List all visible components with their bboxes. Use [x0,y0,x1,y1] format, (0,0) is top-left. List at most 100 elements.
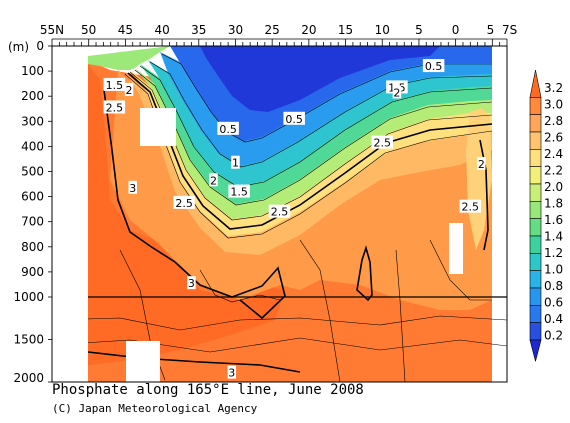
contour-label: 1.5 [230,186,248,199]
contour-label-bg [459,199,482,213]
colorbar-segment [529,183,542,202]
lat-tick-label: 20 [301,23,316,37]
colorbar-segment [529,97,542,115]
depth-tick-label: 1500 [13,333,44,347]
field-dark-blue [200,46,440,112]
field-yellow [130,70,492,236]
contour-label: 1.5 [106,79,124,92]
contour-label: 3 [188,277,195,290]
contour-label: 2.5 [106,101,124,114]
contour-label: 3 [129,182,136,195]
colorbar-tick-label: 1.4 [544,230,563,244]
lat-tick-label: 5 [415,23,423,37]
contour-label: 2 [210,174,217,187]
contour-label-bg [209,173,218,187]
contour-label-bg [173,195,195,209]
colorbar-segment [529,166,542,185]
colorbar-segment [529,131,542,150]
missing-data-box [52,46,88,382]
lat-tick-label: 25 [265,23,280,37]
colorbar-tick-label: 0.6 [544,296,563,310]
contour-label-bg [103,100,126,114]
colorbar-tick-label: 0.8 [544,279,563,293]
lat-tick-label: 40 [154,23,169,37]
depth-tick-label: 900 [21,265,44,279]
contour-label-bg [371,135,393,149]
colorbar-tick-label: 3.2 [544,81,563,95]
plot-field [52,46,507,382]
depth-tick-label: 600 [21,190,44,204]
field-right-column [466,108,492,250]
depth-tick-label: 700 [21,215,44,229]
field-light-orange [125,72,492,255]
colorbar-tick-label: 1.8 [544,197,563,211]
colorbar-tick-label: 2.2 [544,164,563,178]
field-light-blue [160,52,492,166]
colorbar-tick-label: 1.6 [544,213,563,227]
chart-credit: (C) Japan Meteorological Agency [52,402,258,415]
lat-tick-label: 35 [191,23,206,37]
contour-label: 2.5 [271,206,289,219]
contour-label-bg [392,85,402,99]
contour-lines [52,53,507,382]
colorbar-segment [529,201,542,219]
colorbar-tick-label: 2.0 [544,180,563,194]
colorbar-segment [529,305,542,323]
contour-label: 2.5 [175,197,193,210]
lat-tick-label: 0 [452,23,460,37]
contour-label: 0.5 [285,113,303,126]
field-left-surface [88,46,170,70]
colorbar-segment [529,235,542,254]
contour-label: 2.5 [462,201,480,214]
contour-labels: 0.50.50.51.522.5121.52.52.53331.522.522.… [103,59,486,380]
contour-label: 0.5 [219,123,237,136]
missing-data-box [126,341,160,382]
contour-label-bg [268,204,291,218]
depth-tick-label: 1000 [13,290,44,304]
colorbar-segment [529,322,542,341]
contour-label-bg [128,180,137,194]
contour-label-bg [187,276,196,290]
colorbar-segment [529,69,542,98]
colorbar-tick-label: 1.0 [544,263,563,277]
chart-title: Phosphate along 165°E line, June 2008 [52,382,364,398]
contour-label: 0.5 [425,60,443,73]
lat-tick-label: 45 [118,23,133,37]
colorbar-segment [529,114,542,133]
contour-label-bg [227,365,237,379]
depth-tick-label: 200 [21,89,44,103]
depth-tick-label: 0 [36,39,44,53]
contour-label-bg [103,77,126,91]
colorbar-segment [529,270,542,289]
latitude-axis: 55N 50 45 40 35 30 25 20 15 10 5 0 5 7S [40,23,517,46]
depth-unit-label: (m) [8,40,29,54]
field-orange [110,70,492,310]
field-left-slab [88,64,285,365]
contour-label-bg [228,184,250,198]
missing-data-box [140,108,176,146]
lat-tick-label: 55N [40,23,64,37]
contour-label-bg [422,59,445,73]
contour-label-bg [283,111,305,125]
contour-label: 2.5 [373,137,391,150]
contour-label-bg [477,156,486,170]
colorbar-segment [529,149,542,167]
colorbar-segment [529,253,542,271]
depth-tick-label: 800 [21,240,44,254]
depth-tick-label: 500 [21,165,44,179]
lat-tick-label: 7S [502,23,517,37]
colorbar-tick-label: 0.4 [544,312,563,326]
colorbar-segment [529,218,542,237]
lat-tick-label: 15 [338,23,353,37]
missing-data-box [449,223,463,274]
colorbar-tick-label: 1.2 [544,246,563,260]
depth-tick-label: 400 [21,139,44,153]
contour-label: 2 [126,84,133,97]
contour-label: 2 [393,86,400,99]
colorbar-tick-label: 3.0 [544,98,563,112]
contour-label: 2 [478,158,485,171]
depth-tick-label: 300 [21,114,44,128]
colorbar-segment [529,339,542,362]
colorbar-tick-label: 2.6 [544,131,563,145]
